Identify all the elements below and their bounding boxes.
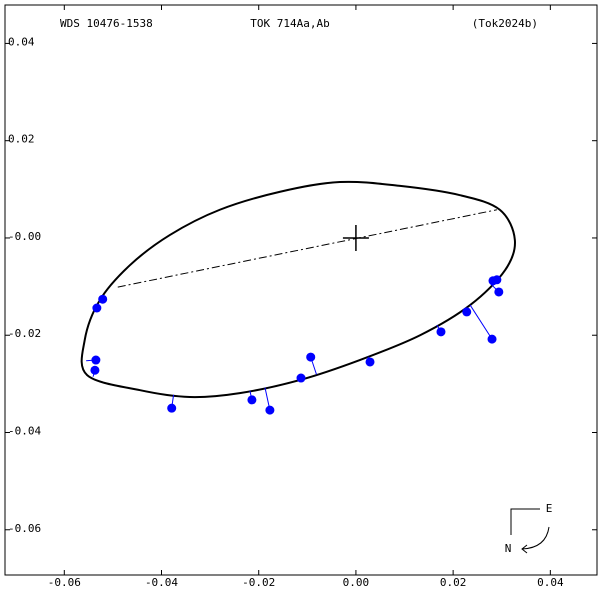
y-tick-label: -0.04 bbox=[8, 425, 41, 438]
x-tick-label: -0.04 bbox=[145, 576, 178, 589]
observation bbox=[247, 395, 257, 405]
y-tick-label: -0.06 bbox=[8, 522, 41, 535]
observation bbox=[365, 357, 375, 367]
x-tick-label: -0.06 bbox=[48, 576, 81, 589]
observation bbox=[90, 365, 100, 375]
observation bbox=[265, 405, 275, 415]
observation bbox=[492, 275, 502, 285]
x-tick-label: 0.00 bbox=[343, 576, 370, 589]
chart-title: TOK 714Aa,Ab bbox=[250, 17, 329, 30]
observation bbox=[487, 334, 497, 344]
observation bbox=[92, 303, 102, 313]
compass-north: N bbox=[505, 542, 512, 555]
right-label: (Tok2024b) bbox=[472, 17, 538, 30]
compass: E N bbox=[505, 502, 553, 555]
observation bbox=[494, 287, 504, 297]
compass-east: E bbox=[546, 502, 553, 515]
observation bbox=[462, 307, 472, 317]
observation bbox=[306, 352, 316, 362]
compass-axes bbox=[510, 508, 540, 535]
y-tick-label: -0.00 bbox=[8, 230, 41, 243]
observation bbox=[98, 294, 108, 304]
y-tick-label: 0.04 bbox=[8, 35, 35, 48]
plot-frame bbox=[4, 4, 598, 576]
y-tick-label: -0.02 bbox=[8, 327, 41, 340]
y-tick-label: 0.02 bbox=[8, 133, 35, 146]
center-cross bbox=[342, 224, 369, 251]
line-of-nodes bbox=[117, 209, 497, 288]
orbit bbox=[80, 180, 517, 399]
observation bbox=[167, 403, 177, 413]
x-tick-label: 0.04 bbox=[537, 576, 564, 589]
residual bbox=[469, 304, 493, 340]
x-tick-label: -0.02 bbox=[242, 576, 275, 589]
observation bbox=[296, 373, 306, 383]
observation bbox=[436, 327, 446, 337]
left-label: WDS 10476-1538 bbox=[60, 17, 153, 30]
compass-arrow bbox=[521, 526, 550, 554]
observation bbox=[91, 355, 101, 365]
x-tick-label: 0.02 bbox=[440, 576, 467, 589]
